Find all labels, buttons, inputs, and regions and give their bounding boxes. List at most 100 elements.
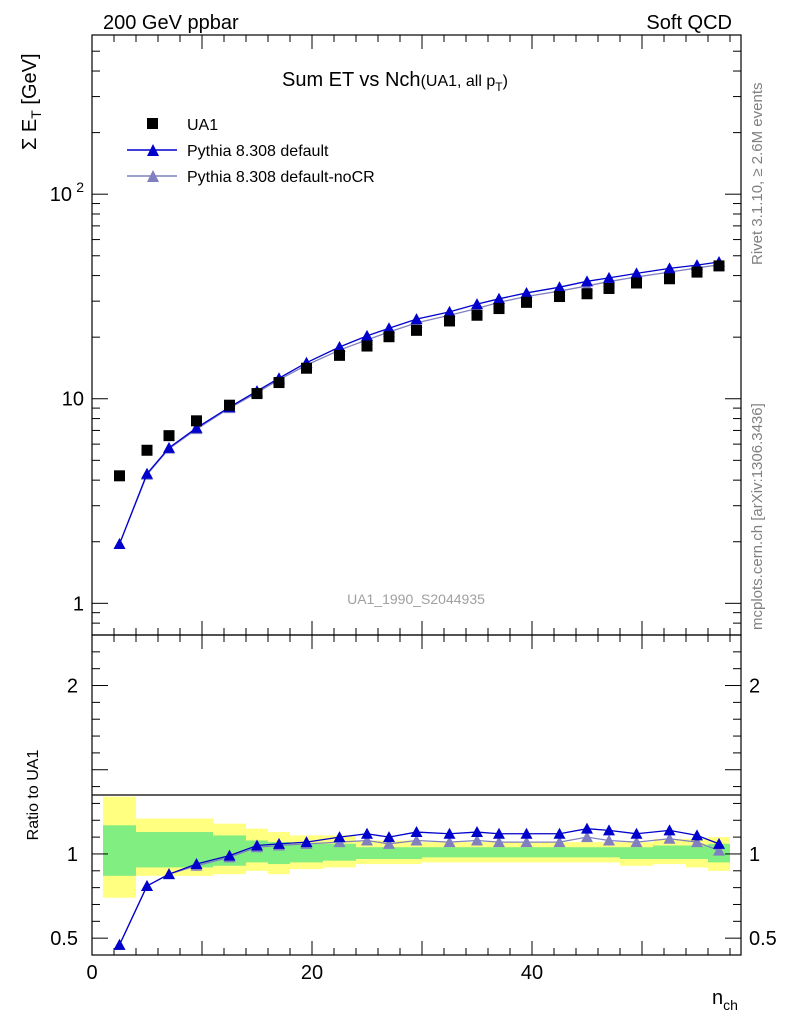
- series-default-point: [333, 341, 346, 353]
- series-default-point: [663, 262, 676, 274]
- main-series: [113, 256, 725, 549]
- ratio-uncertainty-bands: [103, 796, 730, 898]
- series-ua1-point: [493, 303, 505, 315]
- series-ua1-point: [251, 388, 263, 400]
- main-y-tick-label-exponent: 2: [76, 179, 84, 195]
- mcplots-label: mcplots.cern.ch [arXiv:1306.3436]: [749, 403, 766, 630]
- ratio-default-point: [383, 831, 395, 843]
- ratio-y-tick-label: 0.5: [50, 928, 78, 950]
- legend-marker-default: [147, 144, 159, 156]
- series-ua1-point: [521, 296, 532, 308]
- ratio-default-point: [663, 824, 676, 836]
- ratio-default-point: [141, 879, 153, 891]
- series-default-nocr-line: [118, 264, 720, 545]
- ratio-default-point: [581, 822, 593, 834]
- series-ua1-point: [471, 309, 483, 321]
- ratio-plot-frame: [91, 634, 742, 956]
- series-ua1-point: [554, 291, 565, 303]
- series-ua1-point: [361, 340, 373, 352]
- ratio-band-green: [323, 843, 356, 861]
- series-default-point: [163, 441, 175, 453]
- series-ua1-point: [603, 282, 615, 294]
- main-y-tick-label: 10: [62, 389, 84, 411]
- ratio-default-nocr-point: [691, 836, 703, 848]
- ratio-band-green: [290, 843, 323, 863]
- series-ua1-point: [691, 266, 703, 278]
- x-tick-label: 20: [301, 962, 323, 984]
- series-default-point: [581, 275, 593, 287]
- ratio-default-nocr-point: [663, 832, 676, 844]
- ratio-y-tick-label-right: 0.5: [749, 928, 777, 950]
- series-ua1-point: [191, 415, 202, 427]
- series-default-point: [553, 281, 566, 293]
- series-ua1-point: [631, 277, 642, 289]
- ratio-default-point: [273, 837, 285, 849]
- series-default-point: [190, 421, 203, 433]
- chart-title-suffix-close: ): [503, 73, 508, 90]
- series-default-point: [383, 322, 395, 334]
- header-right-label: Soft QCD: [646, 12, 732, 34]
- legend-label-ua1: UA1: [187, 117, 218, 134]
- series-default-point: [630, 267, 643, 279]
- ratio-band-green: [686, 845, 708, 859]
- ratio-default-nocr-point: [410, 834, 423, 846]
- ratio-default-nocr-point: [493, 836, 505, 848]
- ratio-default-point: [223, 849, 236, 861]
- ratio-default-nocr-point: [603, 834, 615, 846]
- series-ua1-point: [141, 444, 153, 456]
- ratio-y-axis-label: Ratio to UA1: [25, 750, 42, 841]
- series-ua1-point: [581, 288, 593, 300]
- watermark-label: UA1_1990_S2044935: [347, 591, 485, 607]
- series-ua1-point: [163, 430, 175, 442]
- chart-title: Sum ET vs Nch(UA1, all pT): [282, 69, 508, 94]
- ratio-default-point: [410, 826, 423, 838]
- chart-title-suffix-sub: T: [495, 80, 503, 94]
- ratio-band-green: [136, 832, 213, 868]
- series-ua1-point: [664, 273, 675, 285]
- ratio-default-point: [630, 827, 643, 839]
- ratio-default-point: [361, 827, 373, 839]
- legend-label-default: Pythia 8.308 default: [187, 143, 329, 160]
- ratio-default-point: [300, 836, 313, 848]
- ratio-x-ticks: 0 20 40: [86, 635, 731, 984]
- chart-title-suffix: (UA1, all p: [421, 73, 496, 90]
- series-default-point: [361, 329, 373, 341]
- series-default-point: [141, 467, 153, 479]
- ratio-default-point: [443, 827, 456, 839]
- ratio-default-nocr-point: [383, 837, 395, 849]
- ratio-default-point: [333, 831, 346, 843]
- series-ua1-point: [444, 315, 455, 327]
- series-default-point: [603, 271, 615, 283]
- ratio-default-point: [113, 938, 126, 950]
- ratio-default-point: [471, 826, 483, 838]
- ratio-band-green: [620, 847, 653, 859]
- ratio-band-green: [653, 845, 686, 859]
- series-default-line: [118, 261, 720, 545]
- series-ua1-point: [224, 399, 235, 411]
- ratio-default-point: [190, 858, 203, 870]
- series-default-point: [520, 286, 533, 298]
- ratio-band-green: [103, 825, 136, 876]
- series-ua1-point: [273, 377, 285, 389]
- ratio-default-nocr-point: [520, 836, 533, 848]
- main-x-ticks: [91, 35, 731, 635]
- series-ua1-point: [383, 331, 395, 343]
- x-axis-label: nch: [712, 987, 738, 1013]
- ratio-default-nocr-point: [471, 834, 483, 846]
- legend-marker-ua1: [147, 118, 158, 129]
- series-default-point: [410, 313, 423, 325]
- ratio-default-nocr-point: [443, 836, 456, 848]
- main-y-axis-label-sub: T: [28, 110, 44, 119]
- ratio-series: [113, 822, 725, 950]
- main-y-axis-label: Σ ET [GeV]: [19, 53, 44, 150]
- ratio-default-point: [553, 827, 566, 839]
- x-tick-label: 0: [86, 962, 97, 984]
- ratio-default-nocr-point: [553, 836, 566, 848]
- ratio-default-nocr-point: [361, 834, 373, 846]
- series-ua1-point: [301, 362, 312, 374]
- series-ua1-point: [334, 349, 345, 361]
- series-default-point: [471, 298, 483, 310]
- ratio-plot-panel: 0.5 0.5 1 1 2 2 0 20 40 Ratio to UA1 nch: [25, 634, 777, 1013]
- chart-title-main: Sum ET vs Nch: [282, 69, 421, 91]
